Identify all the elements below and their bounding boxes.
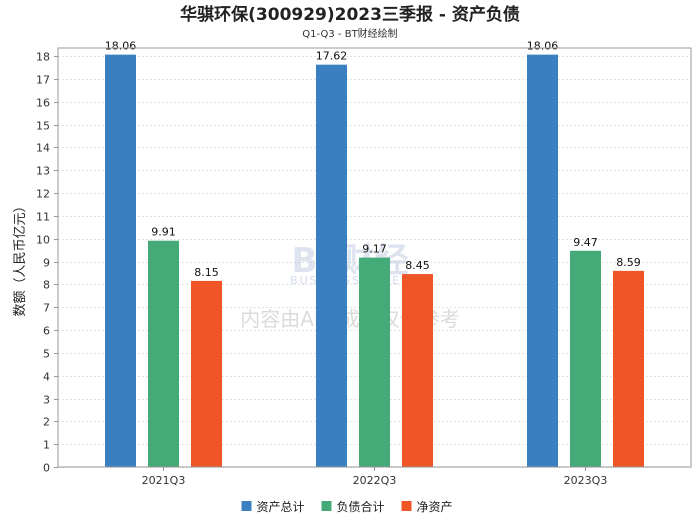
y-tick-label: 17 <box>36 74 50 87</box>
legend-label: 净资产 <box>417 500 453 514</box>
legend-swatch <box>321 501 332 511</box>
data-label: 9.17 <box>362 243 387 256</box>
y-tick-label: 16 <box>36 97 50 110</box>
chart-title: 华骐环保(300929)2023三季报 - 资产负债 <box>180 4 520 25</box>
bar <box>402 274 433 467</box>
data-label: 18.06 <box>527 40 559 53</box>
y-tick-label: 2 <box>43 416 50 429</box>
y-tick-label: 1 <box>43 439 50 452</box>
data-label: 8.59 <box>616 256 641 269</box>
data-label: 8.15 <box>194 266 219 279</box>
data-label: 17.62 <box>316 50 348 63</box>
data-labels: 18.06 9.91 8.15 17.62 9.17 8.45 18.06 9.47 8.59 <box>105 40 641 279</box>
bar <box>316 64 347 467</box>
y-tick-label: 5 <box>43 348 50 361</box>
y-tick-label: 15 <box>36 120 50 133</box>
x-axis-ticks: 2021Q3 2022Q3 2023Q3 <box>142 467 608 487</box>
x-tick-label: 2023Q3 <box>564 474 608 487</box>
y-tick-label: 13 <box>36 165 50 178</box>
y-tick-label: 8 <box>43 279 50 292</box>
bar <box>613 270 644 467</box>
legend-label: 负债合计 <box>337 499 385 514</box>
bar <box>570 250 601 467</box>
y-tick-label: 6 <box>43 325 50 338</box>
y-tick-label: 14 <box>36 142 50 155</box>
y-tick-label: 0 <box>43 462 50 475</box>
y-tick-label: 3 <box>43 394 50 407</box>
bar <box>191 280 222 467</box>
y-tick-label: 11 <box>36 211 50 224</box>
x-tick-label: 2022Q3 <box>353 474 397 487</box>
legend-swatch <box>401 501 412 511</box>
legend: 资产总计 负债合计 净资产 <box>241 499 453 514</box>
bars <box>105 54 644 467</box>
bar <box>148 240 179 467</box>
y-tick-label: 4 <box>43 371 50 384</box>
data-label: 9.47 <box>573 236 598 249</box>
legend-label: 资产总计 <box>257 500 305 514</box>
bar <box>105 54 136 467</box>
y-tick-label: 9 <box>43 257 50 270</box>
data-label: 9.91 <box>151 226 176 239</box>
bar <box>359 257 390 467</box>
watermark-brand-sub: BUSINESS TIMES <box>290 274 410 287</box>
y-tick-label: 10 <box>36 234 50 247</box>
y-tick-label: 7 <box>43 302 50 315</box>
x-tick-label: 2021Q3 <box>142 474 186 487</box>
bar <box>527 54 558 467</box>
chart-subtitle: Q1-Q3 - BT财经绘制 <box>302 27 397 40</box>
data-label: 18.06 <box>105 40 137 53</box>
y-tick-label: 18 <box>36 51 50 64</box>
y-tick-label: 12 <box>36 188 50 201</box>
y-axis-label: 数额（人民币亿元） <box>13 199 28 316</box>
legend-swatch <box>241 501 252 511</box>
data-label: 8.45 <box>405 259 430 272</box>
